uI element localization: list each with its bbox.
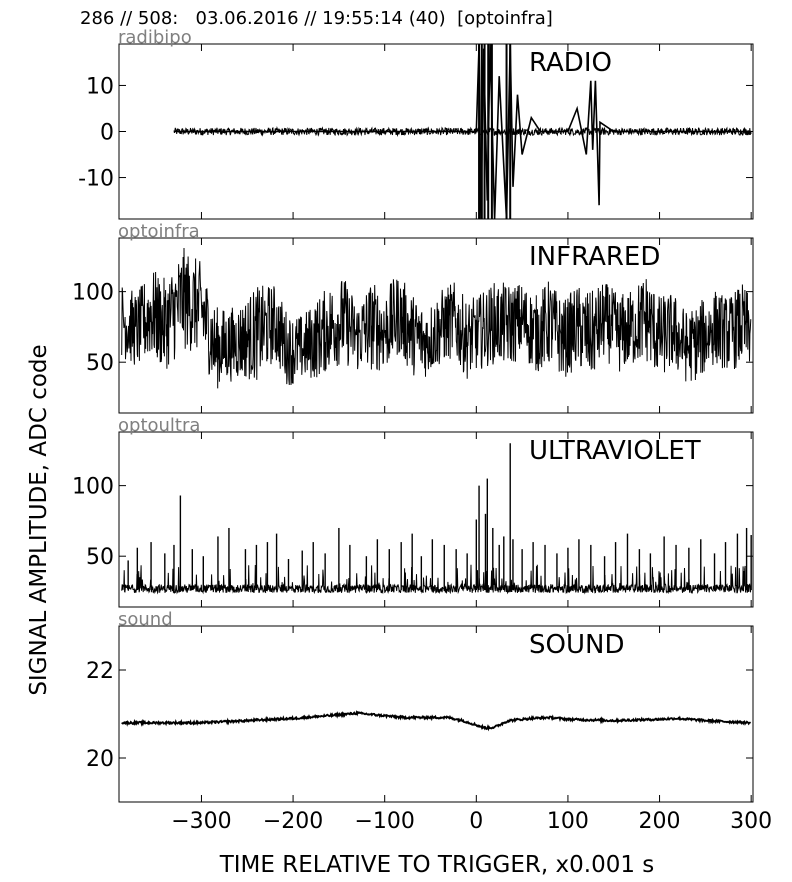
header-text: 286 // 508: 03.06.2016 // 19:55:14 (40) …	[80, 8, 553, 29]
x-tick-label: −200	[263, 809, 323, 834]
series-line	[174, 44, 752, 219]
x-tick-label: −300	[171, 809, 231, 834]
baseline-trace	[121, 564, 752, 595]
y-tick-label: 10	[86, 74, 114, 99]
plot-area	[121, 710, 752, 732]
x-tick-label: 100	[547, 809, 589, 834]
y-tick-label: -10	[78, 167, 114, 192]
panel-optoultra: 50 100 optoultra ULTRAVIOLET	[72, 415, 754, 608]
y-tick-label: 0	[100, 121, 114, 146]
plot-area	[121, 443, 752, 595]
channel-label: sound	[118, 609, 173, 630]
channel-label: optoinfra	[118, 221, 200, 242]
y-axis-label: SIGNAL AMPLITUDE, ADC code	[26, 344, 52, 695]
panel-sound: 20 22 −300 −200 −100 0 100 200 300 sound SOUND	[86, 609, 772, 834]
channel-label: radibipo	[118, 27, 192, 48]
panel-frame	[118, 237, 754, 414]
x-tick-label: 200	[639, 809, 681, 834]
x-tick-label: −100	[354, 809, 414, 834]
panel-title: SOUND	[529, 630, 624, 660]
panel-frame	[118, 625, 754, 803]
plot-area	[121, 247, 752, 389]
y-tick-label: 100	[72, 475, 114, 500]
panel-title: ULTRAVIOLET	[529, 436, 701, 466]
panel-radibipo: -10 0 10 radibipo RADIO	[78, 27, 754, 220]
y-tick-label: 100	[72, 281, 114, 306]
y-tick-label: 50	[86, 351, 114, 376]
panel-title: RADIO	[529, 48, 612, 78]
y-tick-label: 50	[86, 545, 114, 570]
x-axis-label: TIME RELATIVE TO TRIGGER, x0.001 s	[219, 852, 655, 878]
series-line	[121, 710, 752, 732]
x-tick-label: 300	[730, 809, 772, 834]
channel-label: optoultra	[118, 415, 200, 436]
panel-frame	[118, 431, 754, 608]
x-tick-label: 0	[469, 809, 483, 834]
chart-panels: -10 0 10 radibipo RADIO 50 100 optoinfra INFRARE…	[72, 27, 772, 834]
y-tick-label: 22	[86, 659, 114, 684]
panel-optoinfra: 50 100 optoinfra INFRARED	[72, 221, 754, 414]
noise-trace	[173, 125, 752, 137]
y-tick-label: 20	[86, 747, 114, 772]
plot-area	[173, 44, 752, 219]
panel-title: INFRARED	[529, 242, 660, 272]
series-line	[121, 247, 752, 389]
